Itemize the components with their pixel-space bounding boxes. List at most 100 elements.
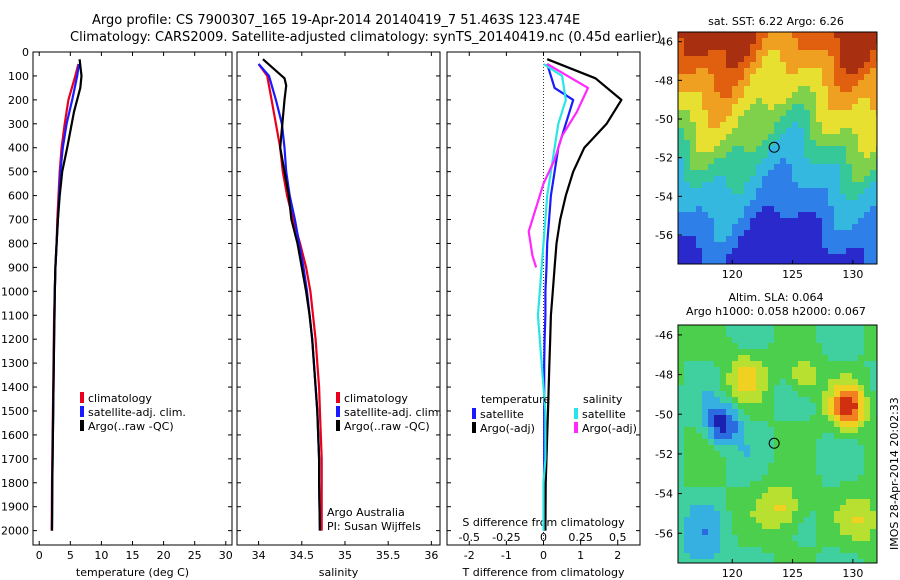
map-cell — [744, 367, 750, 373]
map-cell — [714, 451, 720, 457]
map-cell — [738, 188, 744, 194]
map-lat-label: -48 — [655, 74, 673, 87]
map-cell — [756, 421, 762, 427]
map-cell — [732, 56, 738, 62]
map-cell — [774, 68, 780, 74]
map-cell — [810, 68, 816, 74]
map-cell — [810, 433, 816, 439]
map-cell — [732, 248, 738, 254]
map-cell — [762, 200, 768, 206]
map-cell — [738, 32, 744, 38]
map-cell — [684, 164, 690, 170]
map-cell — [678, 188, 684, 194]
map-cell — [792, 218, 798, 224]
map-cell — [702, 463, 708, 469]
map-cell — [810, 44, 816, 50]
x-tick-label: 10 — [94, 549, 108, 562]
map-cell — [762, 433, 768, 439]
map-cell — [684, 373, 690, 379]
map-cell — [816, 385, 822, 391]
map-cell — [780, 188, 786, 194]
map-cell — [678, 487, 684, 493]
map-lat-label: -52 — [655, 152, 673, 165]
map-cell — [756, 62, 762, 68]
map-lat-label: -56 — [655, 527, 673, 540]
map-cell — [732, 146, 738, 152]
map-cell — [834, 523, 840, 529]
map-cell — [792, 427, 798, 433]
map-cell — [828, 104, 834, 110]
map-cell — [744, 361, 750, 367]
map-cell — [720, 182, 726, 188]
map-cell — [720, 236, 726, 242]
map-cell — [726, 188, 732, 194]
map-cell — [714, 379, 720, 385]
map-cell — [780, 242, 786, 248]
map-cell — [708, 559, 714, 563]
map-cell — [804, 122, 810, 128]
map-cell — [840, 433, 846, 439]
map-cell — [774, 242, 780, 248]
map-cell — [744, 445, 750, 451]
map-cell — [846, 433, 852, 439]
map-cell — [810, 92, 816, 98]
map-cell — [690, 206, 696, 212]
map-cell — [690, 212, 696, 218]
map-cell — [726, 74, 732, 80]
map-cell — [720, 62, 726, 68]
map-cell — [822, 50, 828, 56]
map-cell — [696, 98, 702, 104]
map-cell — [786, 260, 792, 264]
map-cell — [684, 391, 690, 397]
map-cell — [726, 128, 732, 134]
map-cell — [822, 140, 828, 146]
map-cell — [690, 409, 696, 415]
map-cell — [840, 415, 846, 421]
map-cell — [732, 242, 738, 248]
map-cell — [822, 511, 828, 517]
map-cell — [792, 331, 798, 337]
map-cell — [858, 517, 864, 523]
annotation-text: Argo Australia — [327, 506, 405, 519]
map-cell — [732, 50, 738, 56]
map-cell — [768, 248, 774, 254]
salinity-panel: 34 34.5 35 35.5 36salinityclimatologysatelli… — [236, 51, 442, 579]
map-cell — [870, 541, 876, 547]
map-cell — [822, 523, 828, 529]
map-cell — [702, 56, 708, 62]
map-cell — [828, 140, 834, 146]
map-cell — [726, 469, 732, 475]
map-cell — [870, 158, 876, 164]
map-cell — [852, 553, 858, 559]
map-cell — [750, 499, 756, 505]
map-cell — [822, 176, 828, 182]
map-cell — [786, 367, 792, 373]
map-cell — [798, 337, 804, 343]
map-cell — [738, 134, 744, 140]
map-cell — [822, 337, 828, 343]
map-cell — [678, 152, 684, 158]
map-cell — [792, 343, 798, 349]
map-cell — [726, 152, 732, 158]
map-cell — [774, 529, 780, 535]
map-cell — [690, 559, 696, 563]
map-cell — [864, 493, 870, 499]
map-cell — [702, 62, 708, 68]
map-cell — [816, 427, 822, 433]
map-cell — [768, 56, 774, 62]
map-cell — [690, 32, 696, 38]
map-cell — [744, 349, 750, 355]
map-cell — [810, 56, 816, 62]
map-cell — [870, 559, 876, 563]
map-cell — [768, 152, 774, 158]
map-cell — [702, 32, 708, 38]
map-cell — [738, 242, 744, 248]
map-cell — [870, 182, 876, 188]
map-cell — [870, 116, 876, 122]
map-cell — [780, 439, 786, 445]
map-cell — [768, 242, 774, 248]
sla-map: Altim. SLA: 0.064 Argo h1000: 0.058 h200… — [655, 291, 878, 580]
map-cell — [702, 38, 708, 44]
map-cell — [846, 517, 852, 523]
map-cell — [804, 236, 810, 242]
